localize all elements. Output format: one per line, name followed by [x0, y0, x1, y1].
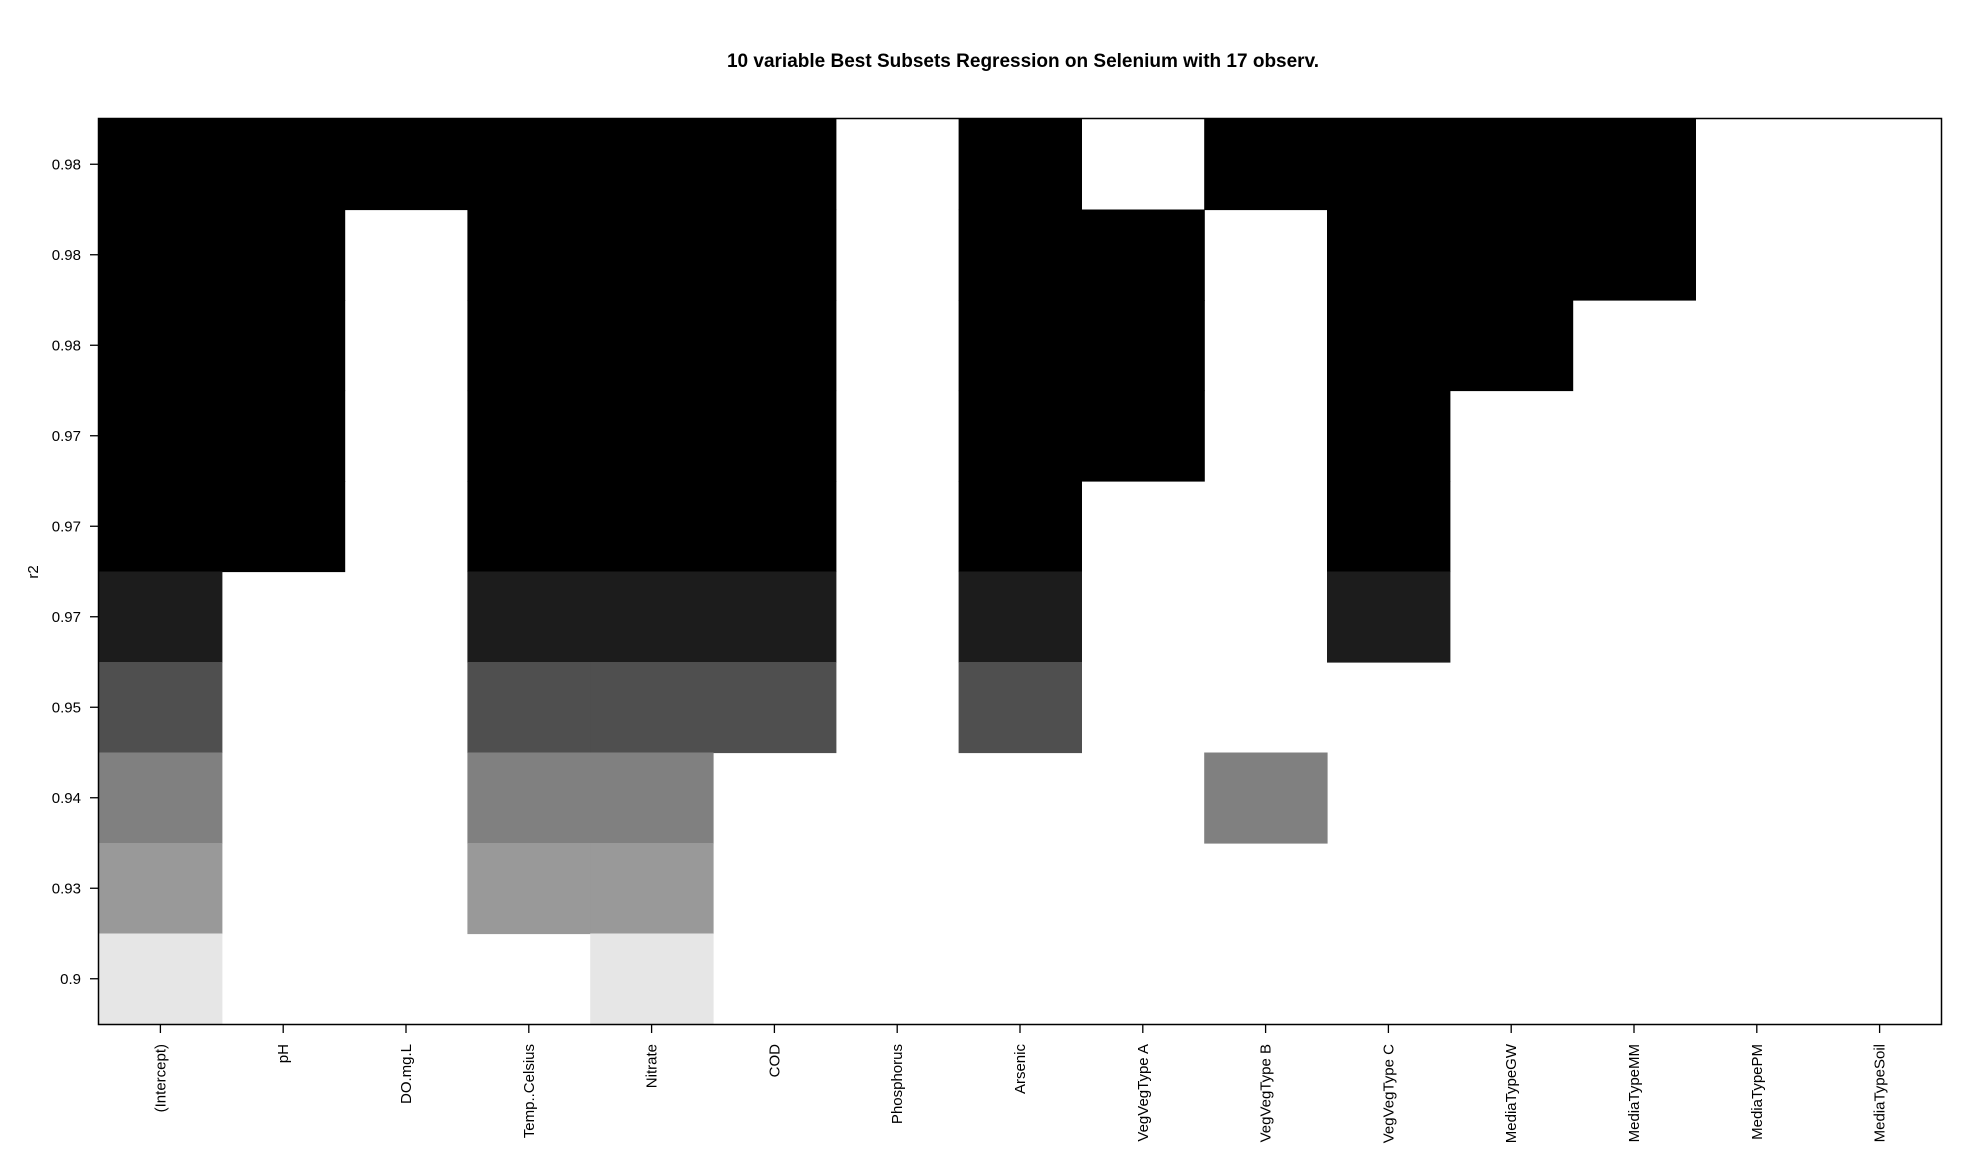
heatmap-cell — [590, 752, 714, 844]
plot-frame — [97, 117, 1943, 1026]
x-tick-label: VegVegType B — [1258, 1044, 1275, 1142]
x-tick-label: Arsenic — [1012, 1044, 1029, 1095]
heatmap-cell — [713, 209, 837, 301]
heatmap-cell — [467, 390, 591, 482]
heatmap-cell — [1327, 119, 1451, 211]
y-tick-label: 0.94 — [52, 790, 81, 807]
heatmap-cell — [99, 209, 223, 301]
heatmap-cell — [713, 119, 837, 211]
heatmap-cell — [590, 662, 714, 754]
heatmap-cell — [99, 481, 223, 573]
x-tick-label: Temp..Celsius — [521, 1044, 538, 1138]
heatmap-cell — [713, 662, 837, 754]
x-axis: (Intercept) pH DO.mg.L Temp..Celsius Nitrate… — [152, 1024, 1889, 1143]
heatmap-cell — [1572, 119, 1696, 211]
y-tick-label: 0.97 — [52, 609, 81, 626]
heatmap-cell — [221, 481, 346, 573]
heatmap-cell — [221, 390, 346, 482]
heatmap-cell — [221, 119, 346, 211]
heatmap-cell — [590, 933, 714, 1025]
y-tick-label: 0.98 — [52, 337, 81, 354]
x-tick-label: VegVegType A — [1135, 1044, 1152, 1142]
heatmap-cell — [467, 300, 591, 392]
y-axis: 0.98 0.98 0.98 0.97 0.97 0.97 0.95 0.94 0.93 0.9 — [52, 156, 99, 988]
heatmap-cell — [467, 662, 591, 754]
heatmap-cell — [1081, 390, 1205, 482]
heatmap-cell — [1572, 209, 1696, 301]
heatmap-cell — [1327, 300, 1451, 392]
heatmap-cell — [713, 390, 837, 482]
heatmap-cell — [1327, 209, 1451, 301]
heatmap-cell — [1204, 752, 1328, 844]
x-tick-label: Phosphorus — [889, 1044, 906, 1124]
y-tick-label: 0.98 — [52, 156, 81, 173]
heatmap-cell — [99, 300, 223, 392]
x-tick-label: COD — [766, 1044, 783, 1078]
heatmap-cell — [467, 481, 591, 573]
heatmap-cell — [713, 571, 837, 663]
heatmap-cell — [1081, 300, 1205, 392]
heatmap-cell — [1449, 209, 1574, 301]
heatmap-cell — [713, 300, 837, 392]
heatmap-cell — [99, 119, 223, 211]
heatmap-cell — [1327, 390, 1451, 482]
heatmap-cell — [590, 481, 714, 573]
heatmap-cell — [958, 209, 1082, 301]
heatmap-cell — [467, 119, 591, 211]
heatmap-cell — [467, 752, 591, 844]
x-tick-label: MediaTypeMM — [1626, 1044, 1643, 1142]
chart-title: 10 variable Best Subsets Regression on S… — [727, 51, 1319, 72]
heatmap-cell — [99, 752, 223, 844]
heatmap-cell — [590, 571, 714, 663]
heatmap-cell — [958, 571, 1082, 663]
heatmap-cell — [958, 662, 1082, 754]
x-tick-label: DO.mg.L — [398, 1044, 415, 1104]
x-tick-label: MediaTypePM — [1749, 1044, 1766, 1140]
heatmap-cell — [1449, 119, 1574, 211]
heatmap-cell — [713, 481, 837, 573]
heatmap-cell — [221, 300, 346, 392]
heatmap-cell — [221, 209, 346, 301]
x-tick-label: MediaTypeGW — [1503, 1043, 1520, 1143]
y-tick-label: 0.95 — [52, 699, 81, 716]
y-tick-label: 0.9 — [60, 971, 81, 988]
heatmap-cell — [1081, 209, 1205, 301]
y-axis-label: r2 — [25, 565, 42, 578]
heatmap-cell — [590, 390, 714, 482]
heatmap-cell — [467, 209, 591, 301]
y-tick-label: 0.97 — [52, 518, 81, 535]
heatmap-cell — [958, 300, 1082, 392]
heatmap-cell — [1449, 300, 1574, 392]
heatmap-cell — [467, 843, 591, 935]
heatmap-cell — [1327, 481, 1451, 573]
heatmap-cell — [99, 571, 223, 663]
heatmap-cell — [344, 119, 468, 211]
heatmap-cell — [99, 933, 223, 1025]
heatmap-cell — [590, 843, 714, 935]
x-tick-label: VegVegType C — [1380, 1044, 1397, 1143]
heatmap-cell — [467, 571, 591, 663]
heatmap-cell — [99, 390, 223, 482]
heatmap-cell — [1327, 571, 1451, 663]
x-tick-label: (Intercept) — [152, 1044, 169, 1112]
x-tick-label: Nitrate — [644, 1044, 661, 1088]
heatmap-cell — [590, 119, 714, 211]
heatmap-cells — [99, 119, 1696, 1025]
heatmap-cell — [590, 300, 714, 392]
y-tick-label: 0.93 — [52, 880, 81, 897]
x-tick-label: pH — [275, 1044, 292, 1063]
heatmap-cell — [590, 209, 714, 301]
y-tick-label: 0.98 — [52, 247, 81, 264]
heatmap-cell — [99, 662, 223, 754]
heatmap-cell — [958, 481, 1082, 573]
heatmap-cell — [1204, 119, 1328, 211]
x-tick-label: MediaTypeSoil — [1872, 1044, 1889, 1142]
heatmap-cell — [958, 390, 1082, 482]
y-tick-label: 0.97 — [52, 428, 81, 445]
heatmap-cell — [958, 119, 1082, 211]
heatmap-cell — [99, 843, 223, 935]
